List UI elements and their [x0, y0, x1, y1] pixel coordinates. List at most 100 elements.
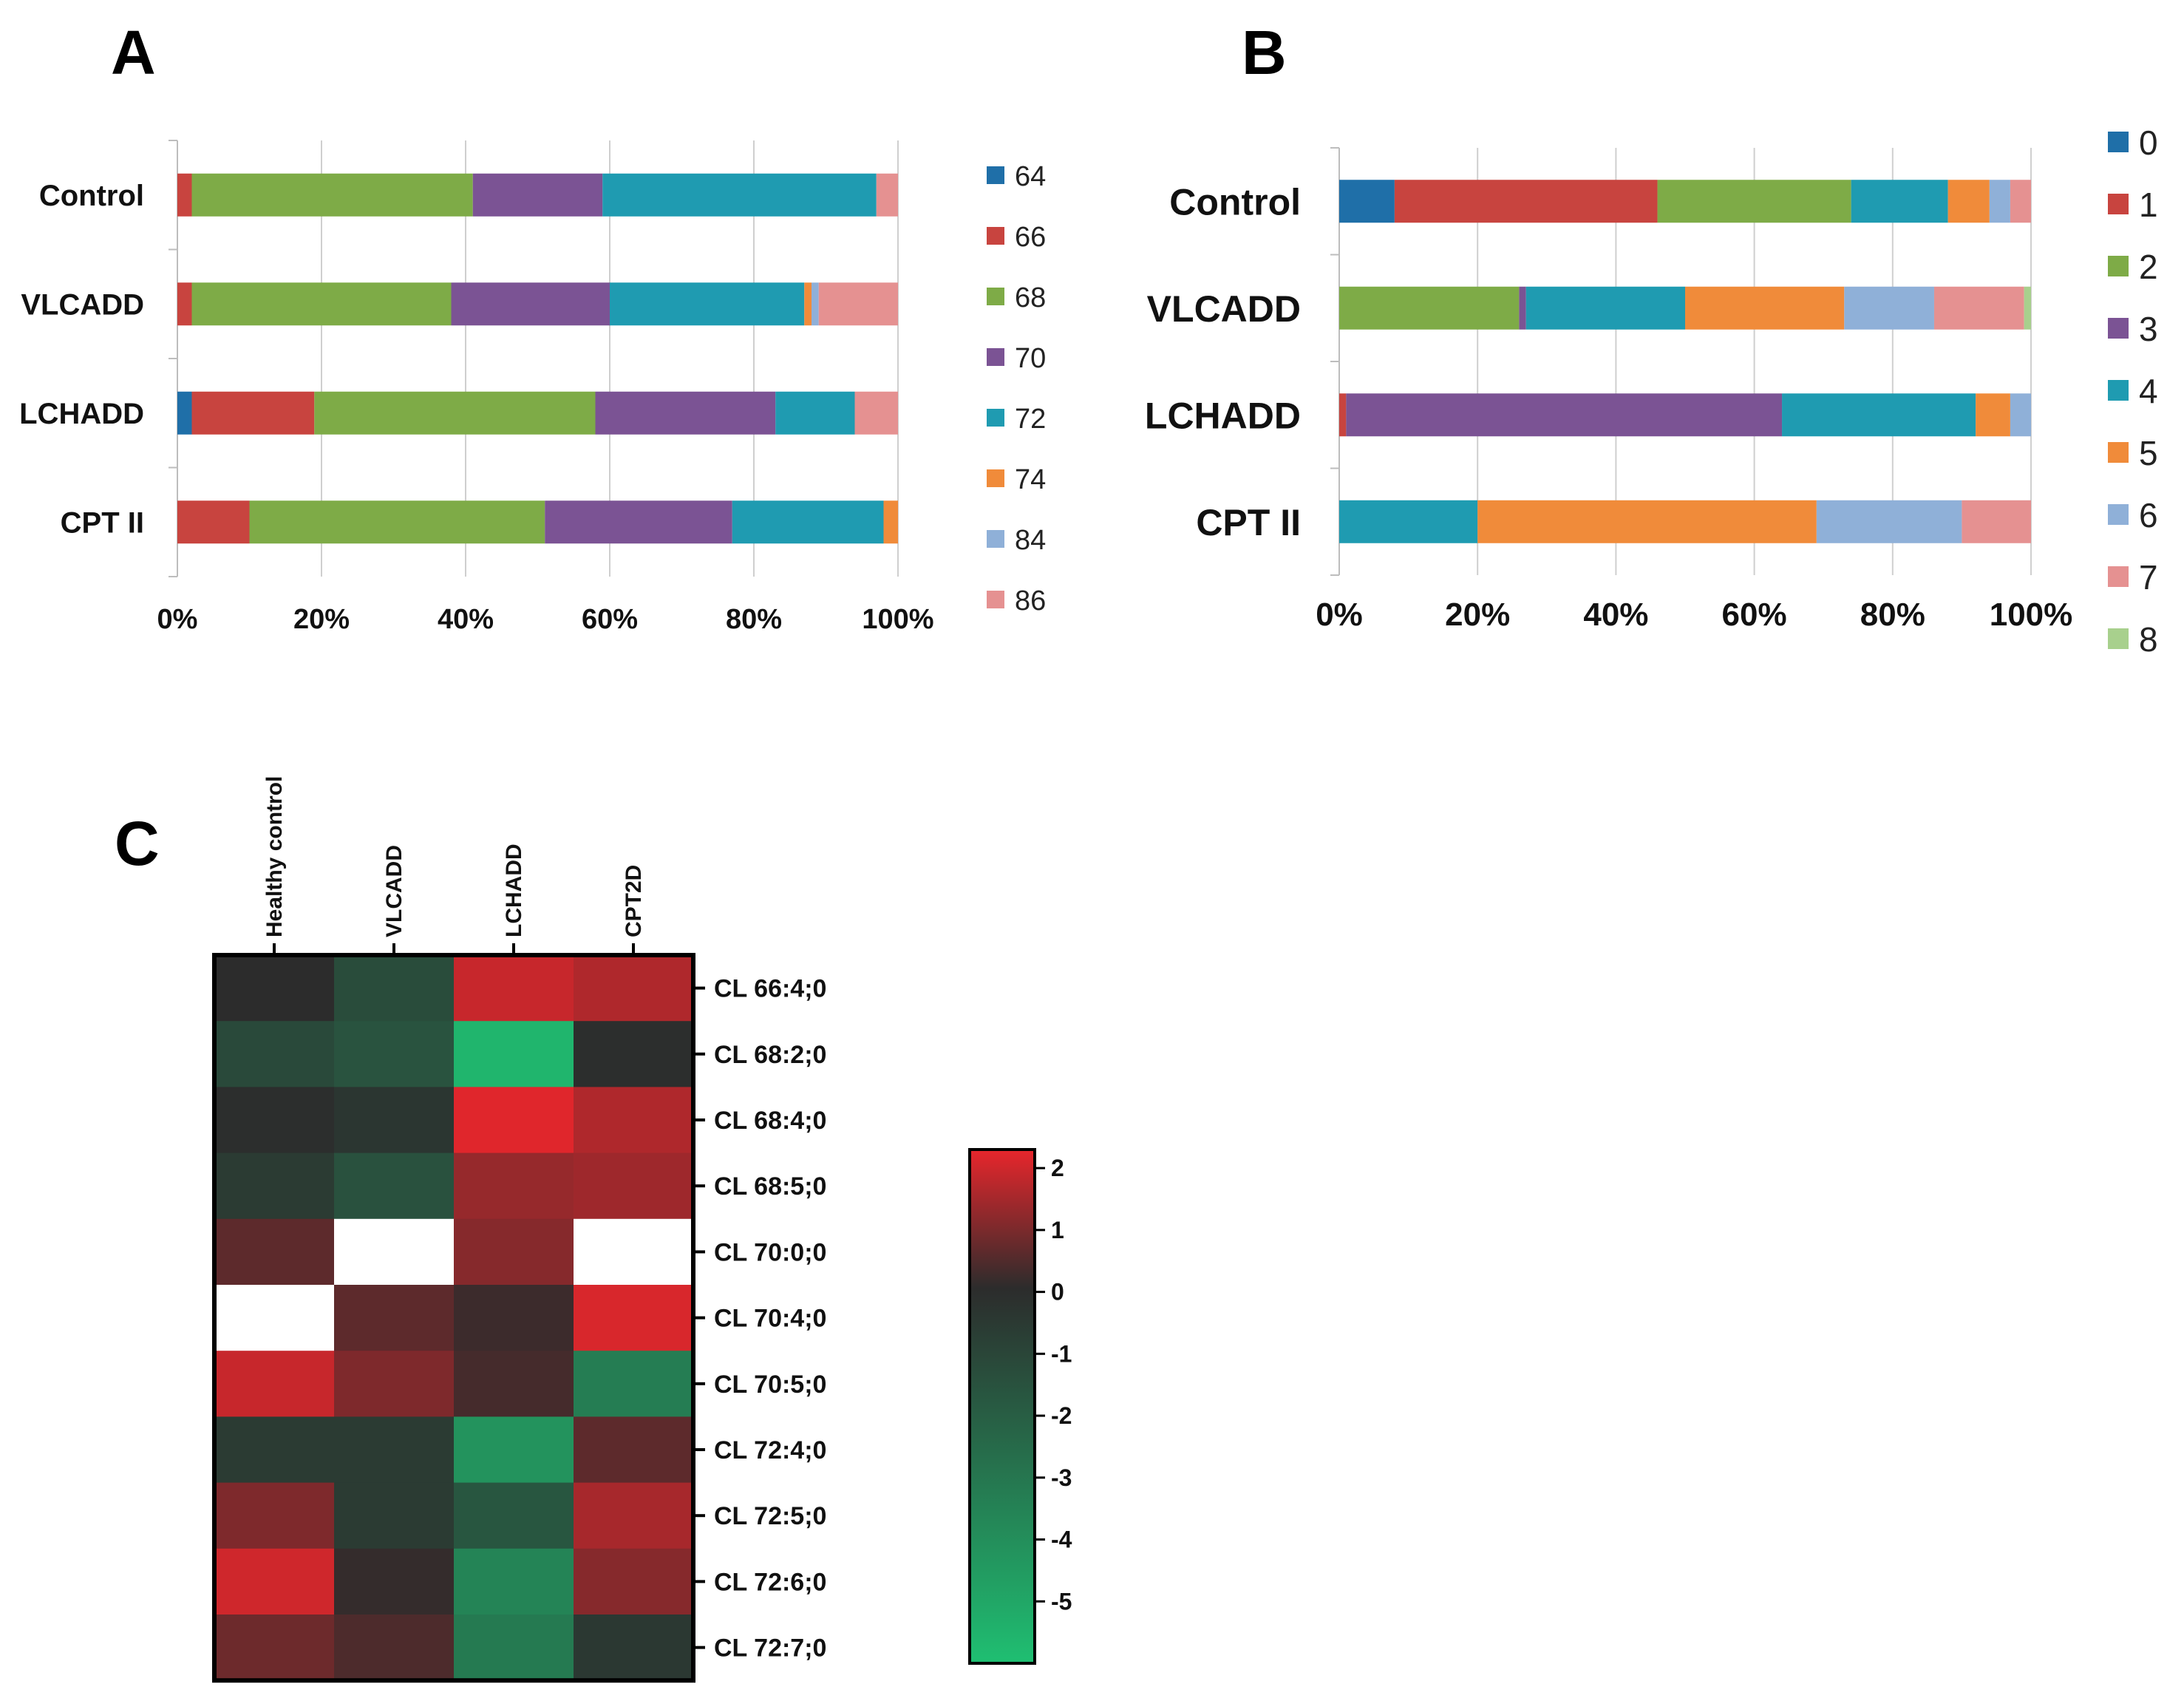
bar-control-series-1: [1394, 180, 1658, 223]
bar-lchadd-series-1: [1339, 393, 1347, 437]
row-label-cl-72-6-0: CL 72:6;0: [714, 1568, 826, 1596]
bar-vlcadd-series-66: [177, 282, 192, 326]
bar-vlcadd-series-74: [804, 282, 812, 326]
category-label-vlcadd: VLCADD: [1147, 288, 1301, 330]
heatmap-cell-cl-70-5-0-lchadd: [454, 1351, 574, 1417]
legend-label-4: 4: [2139, 372, 2158, 410]
bar-lchadd-series-6: [2010, 393, 2031, 437]
bar-vlcadd-series-3: [1519, 286, 1526, 330]
heatmap-cell-cl-72-4-0-healthy-control: [214, 1416, 335, 1484]
colorbar-tick-label: 0: [1051, 1279, 1064, 1306]
bar-vlcadd-series-68: [191, 282, 452, 326]
legend-label-66: 66: [1015, 222, 1046, 253]
heatmap-cell-cl-72-7-0-healthy-control: [214, 1615, 335, 1681]
heatmap-cell-cl-72-4-0-cpt2d: [574, 1416, 694, 1484]
x-tick-label: 60%: [1722, 597, 1787, 633]
row-label-cl-72-7-0: CL 72:7;0: [714, 1634, 826, 1663]
heatmap-cell-cl-70-0-0-healthy-control: [214, 1218, 335, 1286]
bar-lchadd-series-86: [854, 391, 898, 435]
bar-control-series-0: [1339, 180, 1395, 223]
heatmap-cell-cl-70-5-0-healthy-control: [214, 1351, 335, 1417]
heatmap-cell-cl-68-5-0-healthy-control: [214, 1152, 335, 1220]
bar-lchadd-series-66: [191, 391, 315, 435]
bar-control-series-5: [1947, 180, 1990, 223]
legend-swatch-86: [987, 591, 1004, 608]
heatmap-cell-cl-70-0-0-lchadd: [454, 1218, 574, 1286]
colorbar-tick-label: -4: [1051, 1527, 1072, 1553]
bar-control-series-72: [602, 173, 877, 217]
heatmap-cell-cl-72-7-0-vlcadd: [334, 1615, 455, 1681]
bar-cpt-ii-series-72: [732, 500, 884, 544]
legend-label-86: 86: [1015, 585, 1046, 617]
x-tick-label: 20%: [1445, 597, 1510, 633]
legend-swatch-6: [2108, 504, 2129, 525]
bar-lchadd-series-72: [775, 391, 855, 435]
bar-lchadd-series-5: [1976, 393, 2010, 437]
legend-label-5: 5: [2139, 434, 2158, 472]
category-label-cpt-ii: CPT II: [1196, 502, 1301, 543]
bar-lchadd-series-64: [177, 391, 192, 435]
column-label-lchadd: LCHADD: [502, 843, 526, 937]
bar-control-series-68: [191, 173, 473, 217]
row-label-cl-72-4-0: CL 72:4;0: [714, 1436, 826, 1464]
legend-swatch-5: [2108, 442, 2129, 463]
panel-b-letter: B: [1242, 18, 1287, 87]
bar-control-series-70: [472, 173, 603, 217]
heatmap-cell-cl-72-5-0-healthy-control: [214, 1482, 335, 1549]
row-label-cl-72-5-0: CL 72:5;0: [714, 1502, 826, 1530]
bar-control-series-2: [1657, 180, 1851, 223]
colorbar-tick-label: -5: [1051, 1588, 1072, 1615]
legend-swatch-84: [987, 530, 1004, 548]
panel-c-letter: C: [115, 809, 160, 878]
bar-vlcadd-series-72: [610, 282, 805, 326]
x-tick-label: 60%: [582, 604, 638, 635]
bar-lchadd-series-68: [314, 391, 596, 435]
category-label-cpt-ii: CPT II: [61, 506, 144, 539]
legend-label-72: 72: [1015, 404, 1046, 435]
heatmap-cell-cl-72-5-0-cpt2d: [574, 1482, 694, 1549]
category-label-control: Control: [39, 180, 144, 212]
heatmap-cell-cl-72-7-0-lchadd: [454, 1615, 574, 1681]
bar-lchadd-series-70: [595, 391, 776, 435]
heatmap-cell-cl-68-2-0-vlcadd: [334, 1021, 455, 1087]
bar-control-series-86: [876, 173, 898, 217]
row-label-cl-68-5-0: CL 68:5;0: [714, 1172, 826, 1201]
heatmap-cell-cl-72-6-0-healthy-control: [214, 1548, 335, 1615]
legend-swatch-64: [987, 166, 1004, 184]
x-tick-label: 0%: [1316, 597, 1363, 633]
x-tick-label: 20%: [293, 604, 350, 635]
heatmap-cell-cl-72-4-0-lchadd: [454, 1416, 574, 1484]
heatmap-cell-cl-72-5-0-lchadd: [454, 1482, 574, 1549]
legend-label-2: 2: [2139, 248, 2158, 286]
category-label-lchadd: LCHADD: [19, 398, 144, 430]
bar-lchadd-series-3: [1346, 393, 1783, 437]
heatmap-cell-cl-66-4-0-cpt2d: [574, 955, 694, 1022]
legend-swatch-1: [2108, 194, 2129, 214]
heatmap-cell-cl-68-4-0-healthy-control: [214, 1087, 335, 1154]
legend-label-7: 7: [2139, 558, 2158, 597]
bar-control-series-4: [1851, 180, 1948, 223]
bar-vlcadd-series-6: [1844, 286, 1934, 330]
colorbar: [968, 1148, 1036, 1665]
legend-swatch-3: [2108, 318, 2129, 339]
bar-cpt-ii-series-68: [249, 500, 545, 544]
row-label-cl-70-0-0: CL 70:0;0: [714, 1238, 826, 1266]
x-tick-label: 0%: [157, 604, 198, 635]
category-label-vlcadd: VLCADD: [21, 288, 144, 321]
heatmap-cell-cl-72-6-0-lchadd: [454, 1548, 574, 1615]
legend-swatch-68: [987, 288, 1004, 305]
panel-a-stacked-bar-chart: 0% 20% 40% 60% 80% 100% Control VLCADD LCHADD CPT…: [19, 140, 1046, 635]
bar-control-series-6: [1989, 180, 2010, 223]
legend-label-1: 1: [2139, 186, 2158, 224]
heatmap-cell-cl-68-2-0-lchadd: [454, 1021, 574, 1087]
colorbar-tick-label: -1: [1051, 1340, 1072, 1367]
bar-vlcadd-series-5: [1685, 286, 1845, 330]
heatmap-cell-cl-66-4-0-vlcadd: [334, 955, 455, 1022]
colorbar-tick-label: 2: [1051, 1155, 1064, 1181]
category-label-lchadd: LCHADD: [1145, 395, 1301, 436]
heatmap-cell-cl-68-5-0-cpt2d: [574, 1152, 694, 1220]
legend-label-0: 0: [2139, 123, 2158, 162]
heatmap-cell-cl-68-4-0-lchadd: [454, 1087, 574, 1154]
legend-swatch-74: [987, 469, 1004, 487]
heatmap-cell-cl-68-2-0-cpt2d: [574, 1021, 694, 1087]
